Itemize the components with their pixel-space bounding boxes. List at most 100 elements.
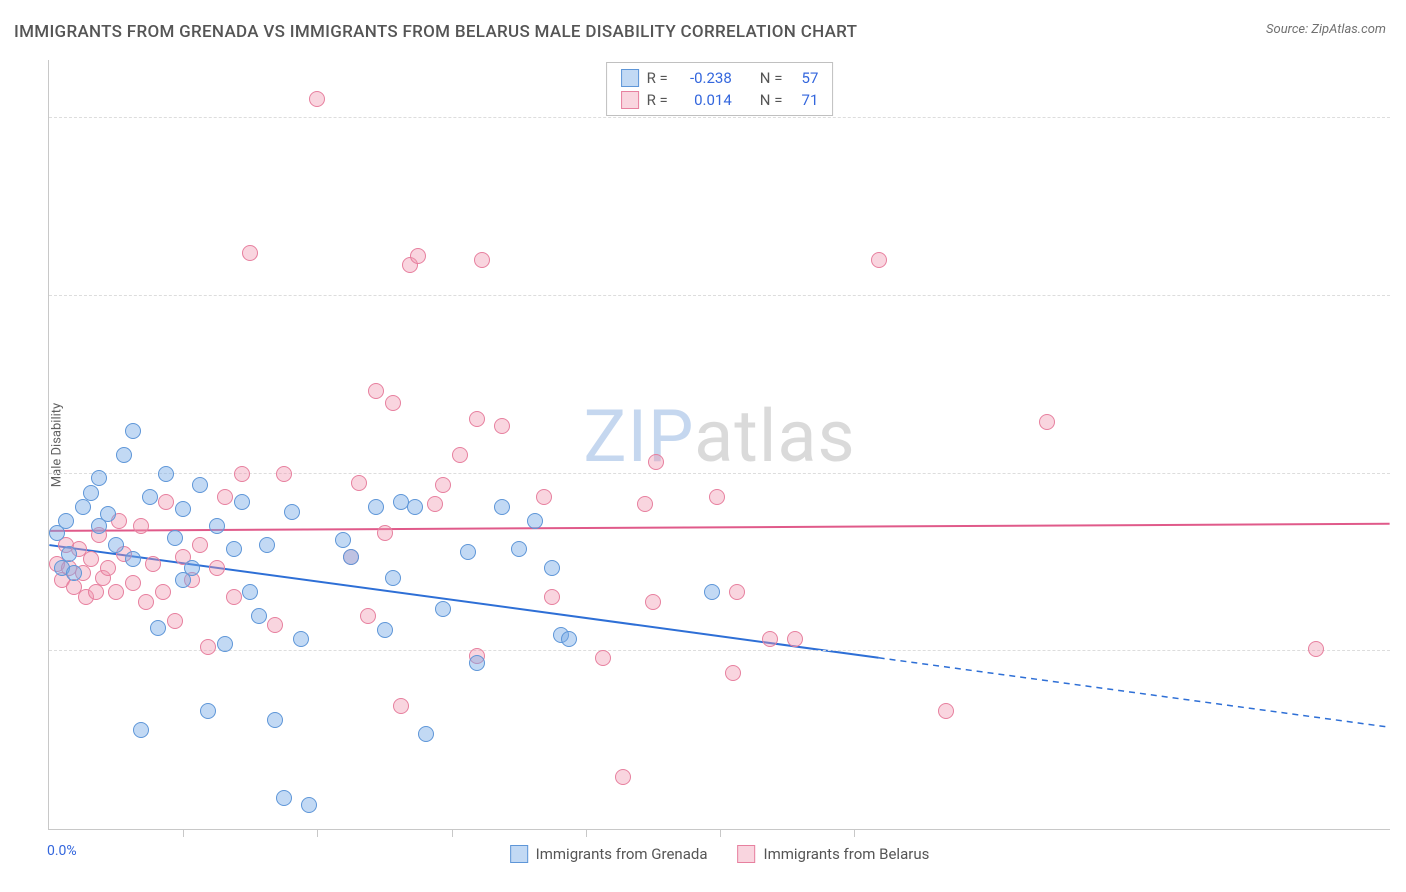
scatter-point-belarus bbox=[368, 383, 384, 399]
legend-item-belarus: Immigrants from Belarus bbox=[737, 845, 929, 863]
scatter-point-belarus bbox=[209, 560, 225, 576]
scatter-point-grenada bbox=[494, 499, 510, 515]
scatter-point-grenada bbox=[544, 560, 560, 576]
scatter-point-grenada bbox=[192, 477, 208, 493]
scatter-point-grenada bbox=[167, 530, 183, 546]
legend-label: N = bbox=[760, 67, 783, 89]
scatter-point-grenada bbox=[704, 584, 720, 600]
swatch-blue bbox=[621, 69, 639, 87]
scatter-point-grenada bbox=[460, 544, 476, 560]
scatter-point-grenada bbox=[83, 485, 99, 501]
scatter-point-belarus bbox=[871, 252, 887, 268]
scatter-point-belarus bbox=[709, 489, 725, 505]
swatch-pink bbox=[621, 91, 639, 109]
scatter-point-belarus bbox=[494, 418, 510, 434]
scatter-point-grenada bbox=[259, 537, 275, 553]
scatter-point-grenada bbox=[343, 549, 359, 565]
legend-row-grenada: R = -0.238 N = 57 bbox=[621, 67, 819, 89]
scatter-point-belarus bbox=[393, 698, 409, 714]
scatter-point-belarus bbox=[762, 631, 778, 647]
scatter-point-belarus bbox=[427, 496, 443, 512]
scatter-point-grenada bbox=[58, 513, 74, 529]
scatter-point-belarus bbox=[108, 584, 124, 600]
scatter-point-grenada bbox=[184, 560, 200, 576]
scatter-point-grenada bbox=[66, 565, 82, 581]
x-tick bbox=[854, 829, 855, 837]
scatter-point-grenada bbox=[267, 712, 283, 728]
scatter-point-grenada bbox=[125, 423, 141, 439]
y-axis-label: Male Disability bbox=[50, 402, 65, 486]
scatter-point-belarus bbox=[226, 589, 242, 605]
scatter-point-grenada bbox=[284, 504, 300, 520]
scatter-point-belarus bbox=[242, 245, 258, 261]
scatter-point-grenada bbox=[561, 631, 577, 647]
scatter-point-belarus bbox=[435, 477, 451, 493]
scatter-point-belarus bbox=[217, 489, 233, 505]
trend-lines bbox=[49, 60, 1390, 829]
scatter-point-grenada bbox=[242, 584, 258, 600]
top-legend: R = -0.238 N = 57 R = 0.014 N = 71 bbox=[606, 62, 834, 116]
scatter-point-belarus bbox=[536, 489, 552, 505]
scatter-point-belarus bbox=[469, 411, 485, 427]
scatter-point-grenada bbox=[418, 726, 434, 742]
scatter-point-belarus bbox=[267, 617, 283, 633]
scatter-point-belarus bbox=[83, 551, 99, 567]
scatter-point-grenada bbox=[301, 797, 317, 813]
scatter-point-belarus bbox=[615, 769, 631, 785]
scatter-point-grenada bbox=[407, 499, 423, 515]
x-tick bbox=[586, 829, 587, 837]
scatter-point-belarus bbox=[637, 496, 653, 512]
scatter-point-grenada bbox=[75, 499, 91, 515]
watermark: ZIPatlas bbox=[583, 394, 855, 479]
gridline bbox=[49, 650, 1390, 651]
scatter-point-grenada bbox=[142, 489, 158, 505]
scatter-point-belarus bbox=[385, 395, 401, 411]
bottom-legend: Immigrants from Grenada Immigrants from … bbox=[510, 845, 930, 863]
gridline bbox=[49, 295, 1390, 296]
r-value: -0.238 bbox=[676, 67, 732, 89]
n-value: 71 bbox=[790, 89, 818, 111]
scatter-point-belarus bbox=[1308, 641, 1324, 657]
legend-label: Immigrants from Grenada bbox=[536, 845, 708, 863]
scatter-point-belarus bbox=[309, 91, 325, 107]
scatter-point-grenada bbox=[293, 631, 309, 647]
scatter-point-grenada bbox=[251, 608, 267, 624]
scatter-point-belarus bbox=[88, 584, 104, 600]
scatter-point-grenada bbox=[234, 494, 250, 510]
scatter-point-grenada bbox=[276, 790, 292, 806]
scatter-point-belarus bbox=[360, 608, 376, 624]
x-tick bbox=[720, 829, 721, 837]
scatter-point-grenada bbox=[368, 499, 384, 515]
scatter-point-belarus bbox=[377, 525, 393, 541]
scatter-point-grenada bbox=[527, 513, 543, 529]
legend-row-belarus: R = 0.014 N = 71 bbox=[621, 89, 819, 111]
scatter-point-belarus bbox=[645, 594, 661, 610]
scatter-point-belarus bbox=[544, 589, 560, 605]
legend-item-grenada: Immigrants from Grenada bbox=[510, 845, 708, 863]
scatter-point-grenada bbox=[133, 722, 149, 738]
scatter-point-belarus bbox=[595, 650, 611, 666]
scatter-point-grenada bbox=[377, 622, 393, 638]
legend-label: R = bbox=[647, 89, 668, 111]
scatter-point-belarus bbox=[155, 584, 171, 600]
scatter-point-grenada bbox=[125, 551, 141, 567]
x-tick bbox=[452, 829, 453, 837]
scatter-point-belarus bbox=[138, 594, 154, 610]
gridline bbox=[49, 473, 1390, 474]
scatter-point-grenada bbox=[217, 636, 233, 652]
scatter-point-belarus bbox=[452, 447, 468, 463]
gridline bbox=[49, 117, 1390, 118]
x-tick bbox=[183, 829, 184, 837]
scatter-chart: Male Disability ZIPatlas R = -0.238 N = … bbox=[48, 60, 1390, 830]
scatter-point-grenada bbox=[511, 541, 527, 557]
scatter-point-belarus bbox=[474, 252, 490, 268]
scatter-point-belarus bbox=[145, 556, 161, 572]
scatter-point-grenada bbox=[209, 518, 225, 534]
scatter-point-belarus bbox=[192, 537, 208, 553]
scatter-point-grenada bbox=[469, 655, 485, 671]
scatter-point-grenada bbox=[116, 447, 132, 463]
scatter-point-belarus bbox=[1039, 414, 1055, 430]
scatter-point-grenada bbox=[435, 601, 451, 617]
x-min-label: 0.0% bbox=[47, 843, 77, 859]
legend-label: R = bbox=[647, 67, 668, 89]
